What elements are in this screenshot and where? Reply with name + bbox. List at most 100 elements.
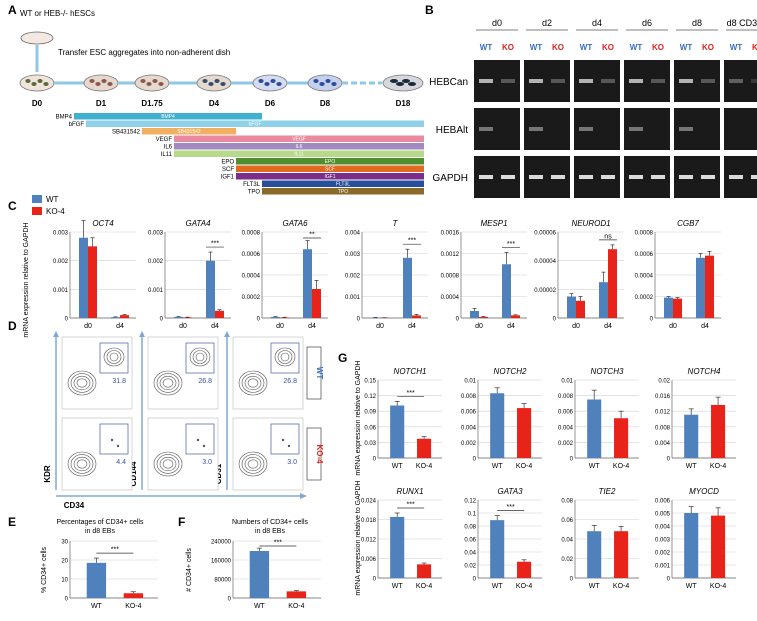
y-tick-label: 0 <box>667 457 671 463</box>
contour-line <box>67 451 97 477</box>
x-tick-label: d4 <box>507 323 515 330</box>
y-tick-label: 0.0008 <box>635 231 654 237</box>
panel-g-charts: mRNA expression relative to GAPDH mRNA ex… <box>355 360 736 596</box>
embryoid-body-icon <box>101 79 107 83</box>
embryoid-body-icon <box>270 79 276 83</box>
gel-lane-wt-label: WT <box>680 43 693 52</box>
y-tick-label: 20 <box>61 559 68 565</box>
factor-bar-label: IL11 <box>294 152 304 158</box>
contour-line <box>247 459 259 469</box>
row-label: KO-4 <box>315 444 324 464</box>
y-tick-label: 0.003 <box>345 252 361 258</box>
factor-name: TPO <box>248 190 261 196</box>
contour-line <box>192 350 208 364</box>
factor-bar-label: bFGF <box>249 122 262 128</box>
gel-band-wt <box>529 127 543 131</box>
x-tick-label: d0 <box>179 323 187 330</box>
timepoint-label: D8 <box>320 99 331 108</box>
embryoid-body-icon <box>390 79 398 83</box>
ko-bar <box>614 531 629 578</box>
gel-lane-wt-label: WT <box>630 43 643 52</box>
chart-gene-title: NOTCH2 <box>494 367 527 376</box>
x-tick-label: WT <box>686 463 698 470</box>
culture-dish-icon <box>19 74 55 92</box>
y-tick-label: 0.018 <box>361 518 377 524</box>
y-tick-label: 0.06 <box>561 518 573 524</box>
timepoint-label: D1 <box>96 99 107 108</box>
y-tick-label: 0.09 <box>364 410 376 416</box>
chart-gene-title: RUNX1 <box>396 487 423 496</box>
embryoid-body-icon <box>396 82 404 86</box>
factor-bar <box>236 173 424 180</box>
y-tick-label: 0.008 <box>655 425 671 431</box>
contour-line <box>156 454 180 474</box>
chart-gene-title: MYOCD <box>689 487 719 496</box>
wt-bar <box>271 316 280 318</box>
gel-band-wt <box>479 79 493 83</box>
gel-band-ko <box>601 175 615 179</box>
embryoid-body-icon <box>408 82 416 86</box>
factor-bar <box>236 165 424 172</box>
ko-bar <box>517 408 532 458</box>
wt-bar <box>490 393 505 458</box>
y-tick-label: 0.0006 <box>242 252 261 258</box>
embryoid-body-icon <box>258 79 264 83</box>
y-tick-label: 0.12 <box>464 499 476 505</box>
chart-title: Percentages of CD34+ cells <box>57 519 144 526</box>
wt-bar <box>470 311 479 318</box>
event-dot <box>110 438 114 442</box>
gel-band-ko <box>551 79 565 83</box>
factor-bar-label: SCF <box>325 167 335 173</box>
wt-bar <box>303 249 312 318</box>
gel-block <box>674 108 720 150</box>
x-tick-label: d4 <box>211 323 219 330</box>
x-tick-label: KO-4 <box>516 583 532 590</box>
y-tick-label: 0.003 <box>53 231 69 237</box>
y-tick-label: 0 <box>357 317 361 323</box>
y-tick-label: 0.0016 <box>441 231 460 237</box>
contour-line <box>162 378 174 388</box>
ko-bar <box>412 315 421 318</box>
gel-band-wt <box>729 79 743 83</box>
gate-box <box>185 342 215 374</box>
gel-band-wt <box>579 175 593 179</box>
gel-lane-ko-label: KO <box>652 43 664 52</box>
timepoint-label: D0 <box>32 99 43 108</box>
legend-ko-swatch <box>32 207 42 215</box>
panel-e-chart: Percentages of CD34+ cells in d8 EBs 0 10 20… <box>41 519 158 610</box>
y-tick-label: 0.04 <box>561 538 573 544</box>
chart-gene-title: TIE2 <box>599 487 616 496</box>
x-tick-label: WT <box>392 463 404 470</box>
factor-bar <box>236 158 424 165</box>
gate-box <box>270 423 300 455</box>
gel-band-ko <box>701 79 715 83</box>
y-tick-label: 0.08 <box>464 525 476 531</box>
contour-line <box>153 370 183 396</box>
ko-bar <box>673 298 682 318</box>
gel-block <box>624 108 670 150</box>
y-tick-label: 0.002 <box>558 441 574 447</box>
panel-f-chart: Numbers of CD34+ cells in d8 EBs 0 80000 160… <box>186 519 321 610</box>
y-tick-label: 240000 <box>211 540 232 546</box>
embryoid-body-icon <box>402 79 410 83</box>
timepoint-label: D4 <box>209 99 220 108</box>
wt-bar <box>502 264 511 318</box>
y-tick-label: 0.01 <box>464 379 476 385</box>
chart-gene-title: OCT4 <box>92 219 114 228</box>
embryoid-body-icon <box>202 79 208 83</box>
y-tick-label: 0.0008 <box>242 231 261 237</box>
wt-bar <box>403 257 412 318</box>
significance-label: *** <box>111 547 119 554</box>
y-axis-label: CD144 <box>129 461 138 486</box>
chart-gene-title: NOTCH4 <box>688 367 721 376</box>
culture-dish-icon <box>196 74 232 92</box>
wt-bar <box>206 260 215 318</box>
y-tick-label: 0.008 <box>558 394 574 400</box>
cell-line-label: WT or HEB-/- hESCs <box>20 9 95 18</box>
y-tick-label: 0.0006 <box>635 252 654 258</box>
contour-line <box>159 375 177 391</box>
chart-title-line2: in d8 EBs <box>255 528 285 535</box>
contour-line <box>76 378 88 388</box>
culture-dish-icon <box>307 74 343 92</box>
